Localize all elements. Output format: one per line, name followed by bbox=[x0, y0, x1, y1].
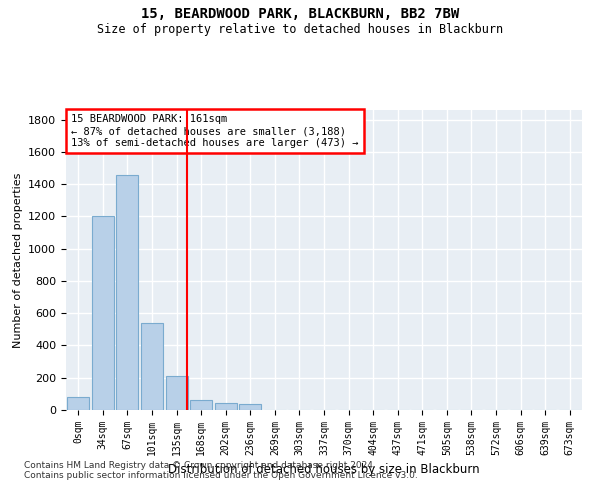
Text: Size of property relative to detached houses in Blackburn: Size of property relative to detached ho… bbox=[97, 22, 503, 36]
Bar bbox=[67, 397, 89, 410]
Y-axis label: Number of detached properties: Number of detached properties bbox=[13, 172, 23, 348]
X-axis label: Distribution of detached houses by size in Blackburn: Distribution of detached houses by size … bbox=[168, 464, 480, 476]
Text: 15 BEARDWOOD PARK: 161sqm
← 87% of detached houses are smaller (3,188)
13% of se: 15 BEARDWOOD PARK: 161sqm ← 87% of detac… bbox=[71, 114, 359, 148]
Bar bbox=[141, 323, 163, 410]
Text: Contains HM Land Registry data © Crown copyright and database right 2024.: Contains HM Land Registry data © Crown c… bbox=[24, 460, 376, 469]
Bar bbox=[116, 174, 139, 410]
Bar bbox=[166, 376, 188, 410]
Bar bbox=[92, 216, 114, 410]
Text: 15, BEARDWOOD PARK, BLACKBURN, BB2 7BW: 15, BEARDWOOD PARK, BLACKBURN, BB2 7BW bbox=[141, 8, 459, 22]
Bar bbox=[190, 400, 212, 410]
Text: Contains public sector information licensed under the Open Government Licence v3: Contains public sector information licen… bbox=[24, 470, 418, 480]
Bar bbox=[239, 404, 262, 410]
Bar bbox=[215, 402, 237, 410]
